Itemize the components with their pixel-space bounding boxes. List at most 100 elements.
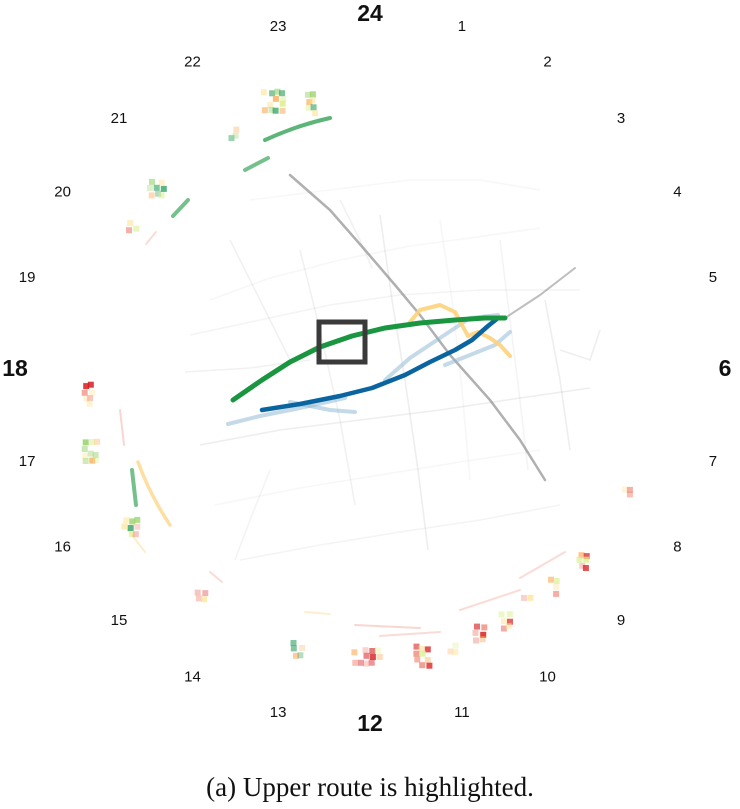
- time-cell: [358, 659, 364, 666]
- time-cell: [83, 395, 90, 402]
- time-cell: [121, 523, 128, 530]
- time-cell-cluster: [548, 576, 560, 597]
- time-cell: [155, 190, 162, 197]
- hour-label-2: 2: [543, 54, 551, 71]
- red-arc-bottom-2: [379, 631, 441, 637]
- background-road: [214, 449, 541, 506]
- dark-road: [288, 173, 547, 482]
- time-cell: [81, 389, 88, 396]
- time-cell: [413, 650, 420, 657]
- hour-label-23: 23: [270, 18, 287, 35]
- time-cell: [233, 126, 240, 133]
- time-cell: [548, 576, 554, 583]
- hour-label-21: 21: [111, 110, 128, 127]
- time-cell: [158, 179, 165, 186]
- time-cell: [261, 107, 268, 114]
- time-cell: [279, 100, 286, 107]
- time-cell: [368, 659, 375, 666]
- time-cell: [89, 389, 96, 396]
- time-cell: [279, 107, 286, 114]
- time-cell: [158, 192, 165, 199]
- time-cell: [498, 611, 505, 618]
- green-arc-20: [171, 198, 190, 218]
- time-cell: [426, 662, 433, 669]
- time-cell: [92, 457, 99, 464]
- background-road: [189, 289, 580, 336]
- time-cell: [82, 458, 89, 464]
- red-arc-10: [459, 589, 521, 611]
- time-cell-cluster: [447, 642, 459, 655]
- time-cell: [452, 648, 459, 655]
- background-road-network: [184, 179, 601, 561]
- time-cell: [424, 657, 431, 664]
- hour-label-18: 18: [2, 355, 28, 381]
- time-cell: [134, 516, 141, 523]
- time-cell: [472, 629, 479, 636]
- time-cell: [272, 95, 279, 102]
- time-cell-cluster: [126, 220, 140, 234]
- background-road: [499, 239, 529, 471]
- time-cell: [369, 648, 376, 654]
- time-cell: [362, 647, 369, 654]
- time-cell: [414, 656, 421, 663]
- hour-label-4: 4: [673, 183, 681, 200]
- time-cell-cluster: [194, 589, 209, 603]
- time-cell: [129, 518, 136, 525]
- time-cell: [309, 97, 316, 104]
- upper-route: [230, 315, 508, 403]
- hour-label-13: 13: [270, 704, 287, 721]
- time-cell-cluster: [121, 516, 141, 538]
- time-cell-cluster: [260, 88, 287, 114]
- time-cell-cluster: [81, 438, 101, 464]
- time-cell: [87, 381, 94, 388]
- figure-caption: (a) Upper route is highlighted.: [206, 772, 534, 802]
- time-cell-cluster: [521, 594, 534, 601]
- hour-label-20: 20: [54, 183, 71, 200]
- time-cell: [123, 517, 130, 524]
- red-arc-9: [519, 551, 566, 579]
- time-cell: [351, 649, 358, 656]
- hour-label-10: 10: [539, 668, 556, 685]
- red-arc-bottom: [354, 624, 421, 629]
- time-cell-cluster: [576, 552, 590, 571]
- time-cell: [279, 90, 285, 97]
- time-cell: [376, 653, 383, 660]
- hour-label-16: 16: [54, 538, 71, 555]
- time-cell: [304, 91, 311, 98]
- time-cell: [473, 637, 479, 644]
- time-cell: [626, 491, 633, 498]
- time-cell: [507, 618, 513, 625]
- time-cell-clusters: [81, 88, 633, 669]
- time-cell: [89, 457, 96, 464]
- time-cell: [309, 91, 316, 98]
- hour-label-19: 19: [19, 269, 36, 286]
- time-cell: [363, 652, 370, 659]
- red-arc-17: [119, 409, 125, 446]
- time-cell-cluster: [228, 126, 240, 142]
- red-arc-14: [209, 571, 223, 583]
- time-cell: [481, 624, 488, 631]
- time-cell: [553, 590, 560, 597]
- time-cell: [553, 578, 560, 584]
- time-cell: [474, 623, 480, 630]
- time-cell: [194, 589, 201, 596]
- background-road: [299, 249, 356, 506]
- time-cell: [447, 648, 454, 655]
- hour-label-11: 11: [454, 704, 470, 721]
- time-cell: [195, 595, 202, 602]
- yellow-arc-16: [136, 460, 172, 527]
- time-cell: [132, 531, 139, 538]
- time-cell: [280, 96, 287, 103]
- time-cell: [267, 102, 274, 109]
- time-cell: [500, 618, 507, 625]
- hour-label-3: 3: [617, 110, 625, 127]
- time-cell: [127, 525, 134, 531]
- hour-label-22: 22: [184, 54, 201, 71]
- time-cell: [87, 395, 94, 402]
- time-cell: [92, 452, 99, 459]
- time-cell: [363, 660, 370, 667]
- time-cell-cluster: [413, 643, 433, 669]
- time-cell: [369, 654, 376, 660]
